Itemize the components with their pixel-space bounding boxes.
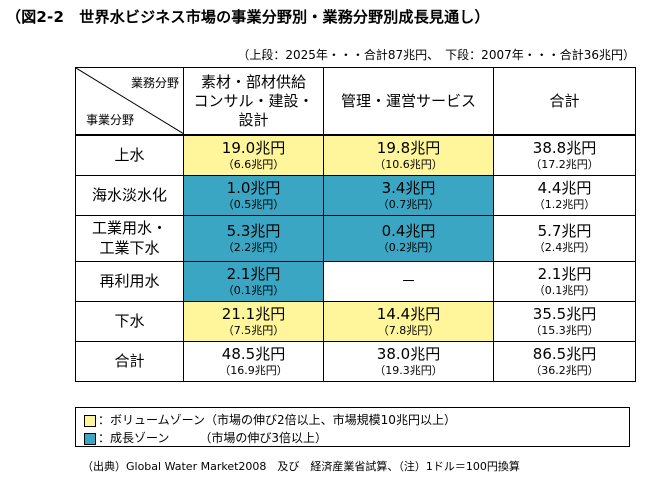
table-row: 工業用水・ 工業下水 5.3兆円 （2.2兆円） 0.4兆円 （0.2兆円） 5.7兆円 （2… — [75, 214, 636, 262]
row-header-line: 上水 — [114, 146, 145, 165]
col-header-materials: 素材・部材供給 コンサル・建設・ 設計 — [183, 67, 324, 136]
table-row: 再利用水 2.1兆円 （0.1兆円）－ 2.1兆円 （0.1兆円） — [75, 260, 636, 302]
row-header-line: 再利用水 — [99, 272, 160, 290]
table-row: 下水 21.1兆円 （7.5兆円） 14.4兆円 （7.8兆円） 35.5兆円 （15.3兆… — [75, 300, 636, 342]
value-cell: 14.4兆円 （7.8兆円） — [323, 300, 494, 342]
value-2025: 14.4兆円 — [376, 304, 441, 323]
value-cell: 35.5兆円 （15.3兆円） — [493, 300, 636, 342]
value-cell: 5.3兆円 （2.2兆円） — [183, 214, 324, 262]
value-2007: （16.9兆円） — [219, 363, 288, 377]
value-2025: 0.4兆円 — [381, 221, 436, 240]
value-cell: 48.5兆円 （16.9兆円） — [183, 340, 324, 382]
row-header-line: 工業用水・ — [91, 219, 167, 237]
col-header-management: 管理・運営サービス — [323, 67, 494, 136]
value-2007: （6.6兆円） — [222, 157, 285, 171]
value-cell: 2.1兆円 （0.1兆円） — [183, 260, 324, 302]
legend-blue-swatch — [84, 432, 96, 445]
market-table: 業務分野 事業分野 素材・部材供給 コンサル・建設・ 設計 管理・運営サービス … — [75, 67, 636, 382]
value-2025: 38.0兆円 — [376, 344, 441, 363]
row-header: 合計 — [75, 340, 184, 382]
row-header-line: 工業下水 — [99, 239, 160, 257]
value-2025: 2.1兆円 — [226, 264, 281, 283]
value-2025: 5.7兆円 — [537, 221, 592, 240]
value-cell: 3.4兆円 （0.7兆円） — [323, 174, 494, 216]
value-2007: （0.1兆円） — [533, 283, 596, 297]
value-2007: （17.2兆円） — [530, 157, 599, 171]
row-header-line: 下水 — [114, 312, 145, 330]
col-header-line: 設計 — [238, 110, 269, 129]
value-2007: （7.5兆円） — [222, 323, 285, 337]
row-header: 再利用水 — [75, 260, 184, 302]
value-2007: （0.5兆円） — [222, 197, 285, 211]
table-row: 合計 48.5兆円 （16.9兆円） 38.0兆円 （19.3兆円） 86.5兆円 （36.… — [75, 340, 636, 382]
table-row: 上水 19.0兆円 （6.6兆円） 19.8兆円 （10.6兆円） 38.8兆円 （17.2… — [75, 134, 636, 176]
col-header-line: 管理・運営サービス — [340, 91, 476, 110]
value-cell: 2.1兆円 （0.1兆円） — [493, 260, 636, 302]
value-cell: 4.4兆円 （1.2兆円） — [493, 174, 636, 216]
corner-diagonal — [76, 68, 183, 134]
col-header-total: 合計 — [493, 67, 636, 136]
legend-growth-zone-label: ：成長ゾーン （市場の伸び3倍以上） — [98, 431, 328, 445]
col-header-line: コンサル・建設・ — [193, 91, 314, 110]
source-note: （出典）Global Water Market2008 及び 経済産業省試算、（… — [82, 460, 520, 473]
value-cell: 0.4兆円 （0.2兆円） — [323, 214, 494, 262]
header-row: 業務分野 事業分野 素材・部材供給 コンサル・建設・ 設計 管理・運営サービス … — [75, 67, 636, 136]
value-cell: － — [323, 260, 494, 302]
value-2007: （7.8兆円） — [377, 323, 440, 337]
value-2007: （0.2兆円） — [377, 240, 440, 254]
legend-box: ：ボリュームゾーン（市場の伸び2倍以上、市場規模10兆円以上） ：成長ゾーン （… — [75, 407, 630, 447]
value-2025: 1.0兆円 — [226, 178, 281, 197]
value-2025: 38.8兆円 — [532, 138, 597, 157]
value-cell: 19.0兆円 （6.6兆円） — [183, 134, 324, 176]
row-header: 海水淡水化 — [75, 174, 184, 216]
value-cell: 86.5兆円 （36.2兆円） — [493, 340, 636, 382]
value-2007: （1.2兆円） — [533, 197, 596, 211]
value-2007: （10.6兆円） — [374, 157, 443, 171]
legend-yellow-swatch — [84, 414, 96, 427]
value-2025: 21.1兆円 — [221, 304, 286, 323]
value-cell: 38.0兆円 （19.3兆円） — [323, 340, 494, 382]
row-header-line: 合計 — [114, 352, 145, 370]
value-2025: － — [400, 271, 416, 290]
value-2007: （0.7兆円） — [377, 197, 440, 211]
value-2025: 86.5兆円 — [532, 344, 597, 363]
row-header: 上水 — [75, 134, 184, 176]
corner-cell: 業務分野 事業分野 — [75, 67, 184, 136]
value-2025: 19.0兆円 — [221, 138, 286, 157]
value-2007: （2.2兆円） — [222, 240, 285, 254]
col-header-line: 素材・部材供給 — [200, 72, 306, 91]
value-2007: （2.4兆円） — [533, 240, 596, 254]
value-2025: 2.1兆円 — [537, 264, 592, 283]
legend-volume-zone-label: ：ボリュームゾーン（市場の伸び2倍以上、市場規模10兆円以上） — [98, 413, 456, 427]
value-2025: 5.3兆円 — [226, 221, 281, 240]
value-2025: 19.8兆円 — [376, 138, 441, 157]
legend-growth-zone: ：成長ゾーン （市場の伸び3倍以上） — [84, 429, 327, 445]
value-2007: （36.2兆円） — [530, 363, 599, 377]
value-cell: 38.8兆円 （17.2兆円） — [493, 134, 636, 176]
figure-title: （図2-2 世界水ビジネス市場の事業分野別・業務分野別成長見通し） — [6, 8, 490, 26]
row-header: 工業用水・ 工業下水 — [75, 214, 184, 262]
value-cell: 1.0兆円 （0.5兆円） — [183, 174, 324, 216]
value-cell: 21.1兆円 （7.5兆円） — [183, 300, 324, 342]
corner-label-business-field: 事業分野 — [86, 113, 135, 127]
table-row: 海水淡水化 1.0兆円 （0.5兆円） 3.4兆円 （0.7兆円） 4.4兆円 （1.2兆円… — [75, 174, 636, 216]
value-2007: （0.1兆円） — [222, 283, 285, 297]
value-cell: 19.8兆円 （10.6兆円） — [323, 134, 494, 176]
row-header-line: 海水淡水化 — [91, 186, 167, 204]
value-cell: 5.7兆円 （2.4兆円） — [493, 214, 636, 262]
value-2025: 3.4兆円 — [381, 178, 436, 197]
col-header-line: 合計 — [549, 91, 580, 110]
value-2025: 48.5兆円 — [221, 344, 286, 363]
figure-subtitle: （上段：2025年・・・合計87兆円、 下段：2007年・・・合計36兆円） — [237, 48, 635, 62]
value-2025: 4.4兆円 — [537, 178, 592, 197]
table-body: 上水 19.0兆円 （6.6兆円） 19.8兆円 （10.6兆円） 38.8兆円 （17.2… — [75, 134, 636, 382]
legend-volume-zone: ：ボリュームゾーン（市場の伸び2倍以上、市場規模10兆円以上） — [84, 411, 456, 427]
corner-label-business-area: 業務分野 — [130, 76, 179, 90]
value-2025: 35.5兆円 — [532, 304, 597, 323]
value-2007: （19.3兆円） — [374, 363, 443, 377]
row-header: 下水 — [75, 300, 184, 342]
value-2007: （15.3兆円） — [530, 323, 599, 337]
